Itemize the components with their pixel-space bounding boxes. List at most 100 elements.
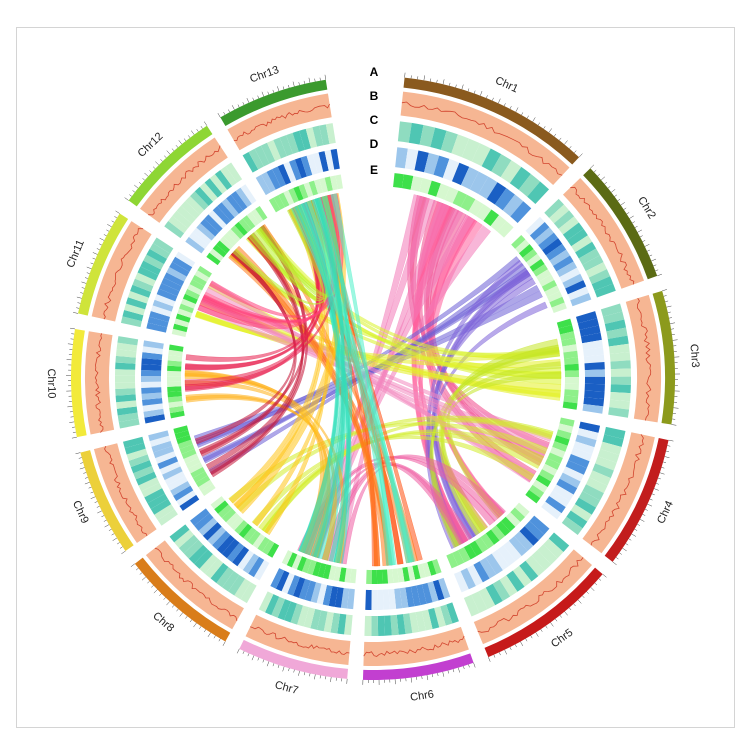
- chr12-track-b-bin: [214, 170, 233, 190]
- chr6-track-c-bin: [388, 588, 397, 610]
- chr13-track-b-bin: [248, 148, 264, 170]
- synteny-link-chr5-chr7: [340, 464, 469, 565]
- chr12-tick: [142, 178, 145, 181]
- chr3-track-b-bin: [610, 384, 631, 394]
- chr1-track-b-bin: [461, 138, 481, 162]
- chr10-track-d-bin: [170, 410, 185, 419]
- chr3-track-c-bin: [583, 397, 605, 407]
- track-label-a: A: [370, 65, 379, 79]
- chr5-track-d-bin: [475, 537, 489, 553]
- chr8-tick: [141, 576, 146, 581]
- chr9-track-c-bin: [176, 490, 197, 506]
- chr8-tick: [199, 626, 202, 629]
- chr1-track-b-bin: [491, 154, 512, 178]
- chr2-track-b-bin: [544, 198, 564, 218]
- chr4-tick: [665, 450, 670, 453]
- chr7-tick: [247, 653, 250, 657]
- chr9-track-c-bin: [153, 446, 175, 459]
- chr10-label: Chr10: [45, 368, 58, 398]
- chr11-tick: [111, 220, 115, 223]
- chr10-track-c-bin: [142, 403, 164, 412]
- chr2-tick: [647, 249, 650, 252]
- chr12-tick: [124, 197, 129, 201]
- chr1-tick: [526, 115, 529, 119]
- chr1-tick: [503, 103, 506, 107]
- chr3-tick: [662, 289, 668, 292]
- chr13-track-b-bin: [305, 127, 318, 149]
- chr5-track-c-bin: [514, 531, 534, 552]
- chr2-track-d-bin: [526, 253, 542, 267]
- chr6-track-b-bin: [440, 604, 453, 626]
- chr9-tick: [88, 486, 92, 489]
- chr9-track-c-bin: [155, 451, 176, 464]
- chr11-tick: [73, 312, 79, 314]
- chr5-track-b-bin: [512, 565, 532, 587]
- chr1-track-b-bin: [440, 130, 458, 154]
- synteny-link-chr4-chr8: [258, 431, 542, 531]
- chr9-track-b-bin: [122, 436, 144, 449]
- chr13-tick: [314, 78, 316, 82]
- chr13-tick: [223, 112, 226, 115]
- chr12-track-d-bin: [206, 252, 221, 266]
- chr13-track-b-bin: [312, 125, 324, 147]
- chr7-track-c-bin: [340, 587, 350, 609]
- chr13-tick: [217, 112, 221, 118]
- chr4-track-d-bin: [559, 417, 575, 427]
- chr13-track-c-bin: [277, 164, 292, 185]
- chr2-tick: [623, 207, 627, 210]
- chr12-ideogram: [128, 125, 213, 207]
- chr6-track-d-bin: [432, 559, 442, 574]
- chr10-track-d-bin: [169, 405, 184, 414]
- chr12-track-c-bin: [240, 184, 257, 204]
- chr5-track-d-bin: [505, 512, 521, 527]
- chr9-tick: [84, 482, 90, 485]
- chr11-tick: [86, 272, 90, 274]
- chr4-track-d-bin: [535, 474, 552, 488]
- chr4-track-b-bin: [574, 497, 597, 515]
- chr3-track-d-bin: [564, 357, 579, 365]
- chr13-tick: [257, 95, 260, 99]
- chr4-track-d-bin: [556, 429, 572, 440]
- chr10-track-d-bin: [167, 381, 182, 387]
- chr12-track-d-bin: [226, 229, 241, 243]
- chr1-track-d-bin: [452, 190, 468, 208]
- chr12-tick: [149, 170, 152, 173]
- chr1-track-c-bin: [404, 148, 419, 171]
- chr10-track-c-bin: [141, 392, 162, 400]
- chr13-track-d-bin: [288, 188, 299, 203]
- chr6-track-c-bin: [365, 589, 372, 610]
- chr11-track-d-bin: [174, 318, 190, 328]
- chr9-track-b-bin: [135, 471, 157, 486]
- chr9-tick: [119, 546, 123, 549]
- chr5-tick: [504, 649, 508, 655]
- chr4-tick: [659, 472, 665, 475]
- chr8-track-d-bin: [252, 533, 266, 549]
- chr4-tick: [642, 514, 646, 516]
- chr4-track-c-bin: [545, 496, 566, 514]
- chr11-tick: [90, 262, 94, 265]
- chr4-track-a: [582, 432, 655, 554]
- chr11-tick: [115, 210, 120, 214]
- chr3-track-b-bin: [608, 343, 630, 355]
- synteny-link-chr13-chr6: [300, 202, 416, 563]
- chr6-track-b-bin: [415, 610, 426, 632]
- chr13-track-d-bin: [273, 194, 285, 210]
- chr8-tick: [189, 619, 193, 623]
- chr5-track-c-bin: [460, 568, 476, 590]
- synteny-link-chr6-chr12: [246, 234, 418, 563]
- chr8-tick: [139, 572, 143, 575]
- chr6-track-b-bin: [427, 608, 440, 630]
- chr2-tick: [620, 202, 625, 206]
- chr4-track-b-bin: [570, 504, 592, 522]
- chr13-track-d-bin: [298, 184, 309, 200]
- chr2-track-c-bin: [570, 292, 592, 307]
- chr13-track-c-bin: [261, 171, 276, 193]
- chr9-track-d-bin: [190, 466, 206, 479]
- chr11-track-d-bin: [180, 298, 196, 309]
- chr3-ideogram: [652, 290, 675, 425]
- chr2-tick: [642, 240, 646, 242]
- chr10-track-c-bin: [142, 346, 163, 355]
- chr6-track-b-bin: [421, 609, 433, 631]
- chr5-track-d-bin: [500, 516, 516, 532]
- chr3-track-b-bin: [610, 368, 631, 377]
